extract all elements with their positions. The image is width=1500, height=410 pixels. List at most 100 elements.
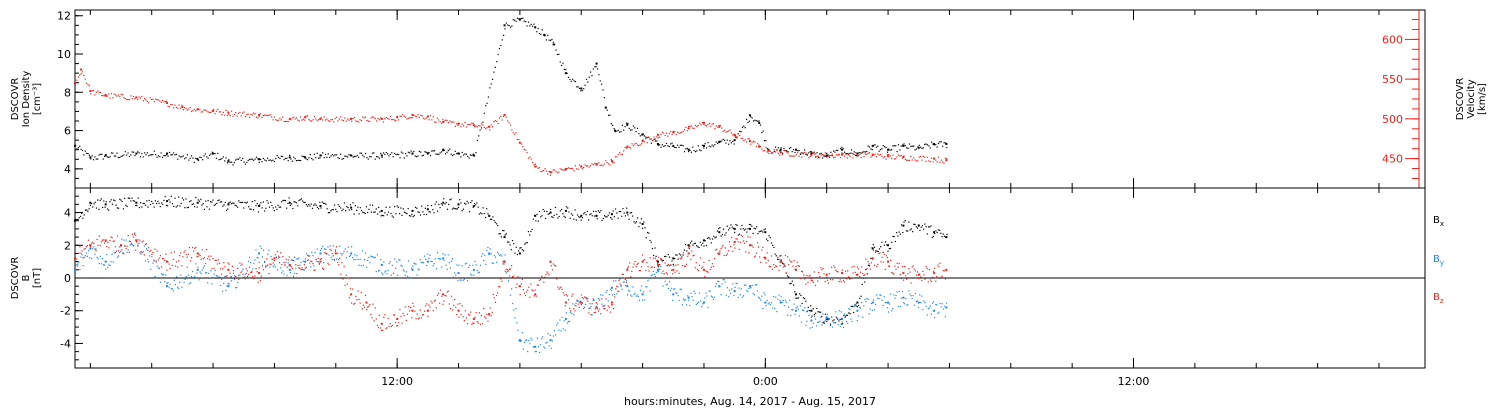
ion-density-series-point <box>196 158 199 161</box>
bx-series-dot <box>429 211 431 213</box>
bx-series-dot <box>699 241 701 243</box>
by-series-dot <box>573 313 575 316</box>
velocity-series-dot <box>860 157 862 159</box>
velocity-series-dot <box>392 118 394 121</box>
bz-series-dot <box>804 278 806 280</box>
bz-series-dot <box>877 263 879 265</box>
ion-density-series-dot <box>841 146 843 148</box>
by-series-dot <box>405 271 407 273</box>
bz-series-dot <box>490 315 492 317</box>
velocity-series-dot <box>830 154 832 157</box>
bx-series-dot <box>408 215 411 217</box>
by-series-dot <box>340 252 342 254</box>
by-series-dot <box>373 257 375 259</box>
ion-density-series-dot <box>762 130 764 132</box>
bz-series-dot <box>216 263 218 265</box>
bz-series-dot <box>178 260 180 262</box>
bz-series-dot <box>854 271 856 273</box>
bx-series-dot <box>505 233 507 235</box>
velocity-series-dot <box>518 138 520 141</box>
by-series-dot <box>931 302 934 304</box>
bz-series-dot <box>573 308 575 310</box>
by-series-dot <box>449 267 451 269</box>
velocity-series-dot <box>179 107 182 109</box>
bz-series-dot <box>853 265 855 268</box>
bx-series-point <box>917 224 920 227</box>
ion-density-series-dot <box>915 148 918 150</box>
by-series-dot <box>661 272 663 274</box>
bz-series-dot <box>76 258 78 260</box>
bz-series-dot <box>728 241 731 243</box>
bx-series-dot <box>509 244 511 246</box>
bz-series-dot <box>491 311 493 313</box>
bx-series-dot <box>256 203 258 205</box>
ion-density-series-dot <box>610 123 612 125</box>
bz-series-dot <box>78 252 80 254</box>
ion-density-series-dot <box>779 150 781 152</box>
velocity-series-point <box>733 133 736 136</box>
ion-density-series-dot <box>182 155 184 157</box>
velocity-series-dot <box>634 143 636 145</box>
ion-density-series-dot <box>580 90 582 92</box>
velocity-series-dot <box>103 95 106 97</box>
ion-density-series-dot <box>609 114 611 116</box>
ion-density-series-dot <box>436 153 438 155</box>
bz-series-dot <box>333 258 336 261</box>
bx-series-dot <box>88 208 90 210</box>
ion-density-series-dot <box>155 154 157 156</box>
bx-series-dot <box>789 283 791 285</box>
by-series-dot <box>712 298 715 300</box>
velocity-series-point <box>166 101 169 104</box>
by-series-dot <box>711 296 714 298</box>
bx-series-dot <box>665 255 667 258</box>
bz-series-dot <box>364 294 367 297</box>
ion-density-series-dot <box>892 145 894 147</box>
ion-density-series-dot <box>461 151 463 154</box>
bz-series-dot <box>746 240 748 243</box>
bx-series-dot <box>516 253 519 256</box>
by-series-dot <box>763 292 765 294</box>
by-series-dot <box>797 308 799 310</box>
velocity-series-dot <box>873 154 875 156</box>
ion-density-series-dot <box>686 147 688 149</box>
bz-series-dot <box>611 304 614 306</box>
bx-series-dot <box>257 211 260 213</box>
bx-series-dot <box>159 205 161 208</box>
by-series-dot <box>868 313 870 315</box>
by-series-dot <box>260 247 262 250</box>
velocity-series-dot <box>526 152 528 154</box>
by-series-dot <box>345 257 347 259</box>
ion-density-series-dot <box>243 161 245 163</box>
bz-series-dot <box>925 266 927 268</box>
by-series-dot <box>825 317 827 320</box>
bz-series-dot <box>776 266 778 268</box>
velocity-series-dot <box>119 95 121 98</box>
by-series-dot <box>160 273 163 275</box>
bx-series-dot <box>659 264 661 266</box>
bz-series-dot <box>85 246 87 248</box>
bx-series-dot <box>645 237 647 239</box>
velocity-series-dot <box>326 118 328 120</box>
ion-density-series-dot <box>329 156 331 159</box>
by-series-dot <box>148 261 150 263</box>
ion-density-series-dot <box>688 150 690 153</box>
bx-series-dot <box>503 230 505 232</box>
by-series-dot <box>299 264 301 266</box>
bz-series-dot <box>913 268 915 270</box>
bz-series-dot <box>532 290 534 292</box>
by-series-dot <box>459 279 461 281</box>
bx-series-dot <box>357 206 359 208</box>
bz-series-dot <box>589 307 591 309</box>
velocity-series-dot <box>277 119 280 121</box>
velocity-series-dot <box>337 120 339 122</box>
bz-series-dot <box>884 268 886 271</box>
by-series-dot <box>925 305 927 307</box>
ion-density-series-dot <box>497 53 499 56</box>
bx-series-dot <box>882 251 884 254</box>
bz-series-dot <box>620 284 622 286</box>
ion-density-series-dot <box>918 144 920 146</box>
bz-series-dot <box>779 265 781 267</box>
bz-series-dot <box>672 273 674 275</box>
velocity-series-dot <box>333 121 335 123</box>
velocity-series-dot <box>806 153 808 155</box>
